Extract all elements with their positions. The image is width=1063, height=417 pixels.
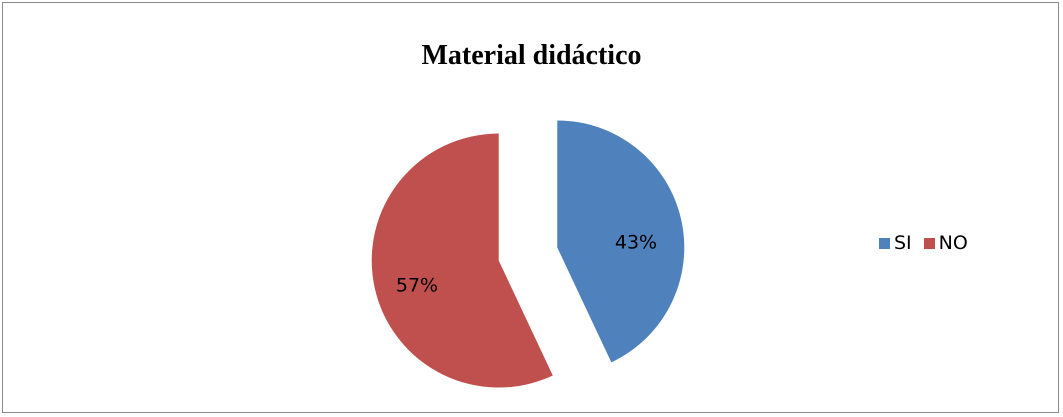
legend-label-si: SI (894, 232, 912, 254)
pie-slice-si (557, 120, 685, 363)
legend-item-si: SI (879, 232, 912, 254)
legend-swatch-si (879, 237, 890, 249)
chart-title: Material didáctico (421, 40, 642, 71)
data-label-si: 43% (615, 232, 657, 254)
legend-label-no: NO (938, 232, 968, 254)
legend-swatch-no (923, 237, 935, 249)
data-label-no: 57% (396, 275, 438, 297)
chart-legend: SI NO (879, 232, 980, 254)
legend-item-no: NO (923, 232, 968, 254)
pie-slice-no (371, 133, 553, 388)
